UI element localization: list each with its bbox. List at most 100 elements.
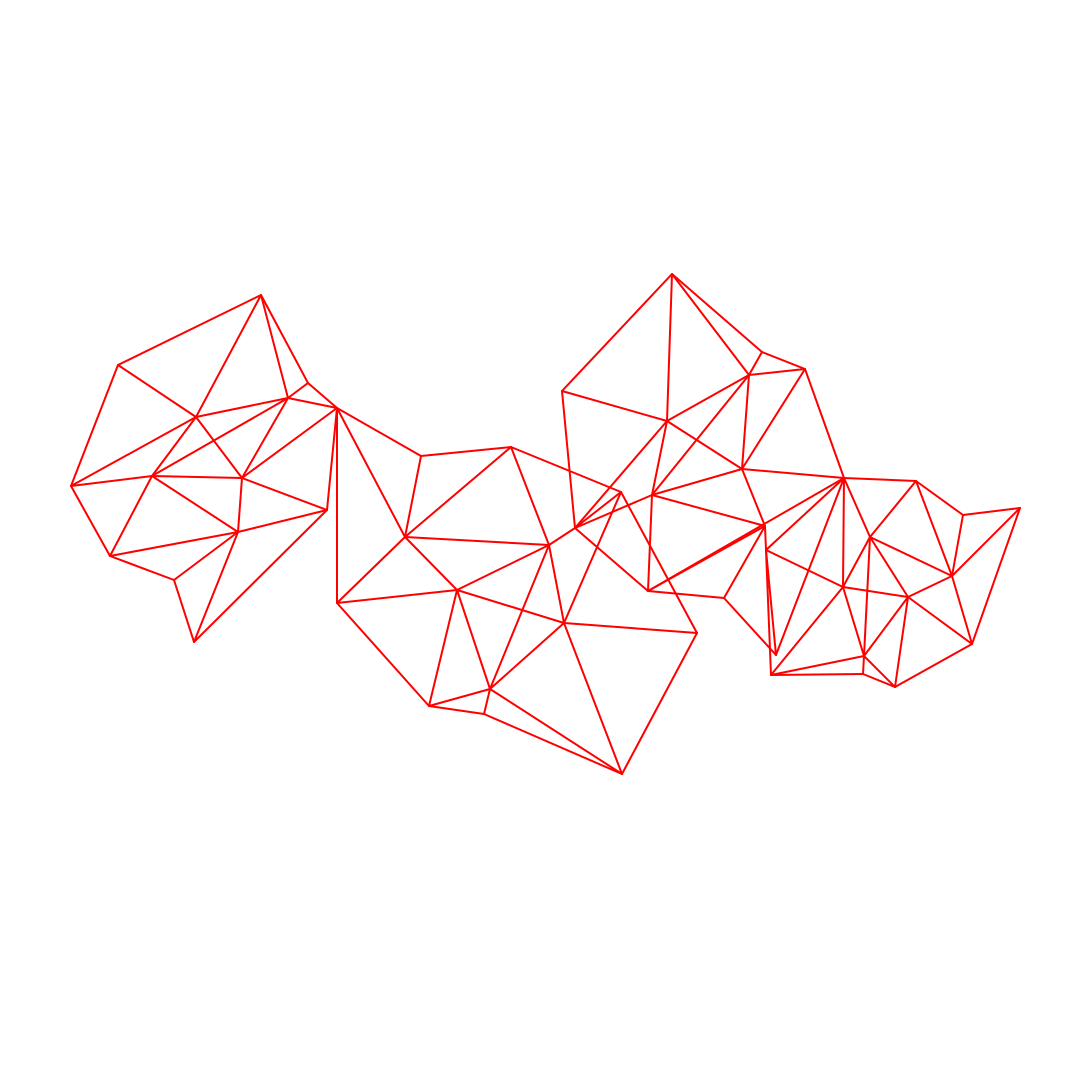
mesh-edge-e14-e13 xyxy=(894,643,973,688)
mesh-edge-d12-e4 xyxy=(843,477,871,538)
mesh-edge-d1-d2 xyxy=(561,273,673,392)
mesh-edge-b4-a7 xyxy=(241,477,328,511)
mesh-edge-c2-c4 xyxy=(510,446,550,546)
mesh-edge-c2-c14 xyxy=(510,446,622,493)
mesh-edge-d3-d4 xyxy=(761,351,806,370)
mesh-edge-c5-c6 xyxy=(336,589,458,604)
mesh-edge-d6-d7 xyxy=(666,420,743,470)
mesh-edge-a3-b1 xyxy=(70,416,197,487)
mesh-edge-c7-c11 xyxy=(563,622,623,775)
mesh-edge-e12-e13 xyxy=(862,673,896,688)
mesh-edge-b5-a7 xyxy=(237,509,328,533)
mesh-edge-c4-c7 xyxy=(548,544,565,624)
mesh-edge-a8-a9 xyxy=(307,382,338,409)
mesh-edge-c2-c3 xyxy=(404,446,512,538)
mesh-edge-e6-e7 xyxy=(765,549,844,588)
mesh-edge-e6-e10 xyxy=(765,549,772,676)
mesh-edge-b4-b5 xyxy=(237,477,243,533)
mesh-edge-d11-e9 xyxy=(723,597,777,656)
mesh-edge-d1-d6 xyxy=(561,390,668,422)
mesh-edge-d3-d5 xyxy=(748,351,763,376)
mesh-edge-a2-b1 xyxy=(117,364,197,418)
mesh-edge-c13-c14 xyxy=(574,491,622,529)
mesh-edge-c3-c5 xyxy=(336,536,406,604)
mesh-edges xyxy=(70,273,1021,775)
mesh-edge-d7-d12 xyxy=(741,468,845,479)
mesh-edge-c1-c3 xyxy=(404,455,422,538)
mesh-edge-e3-e5 xyxy=(951,507,1021,577)
mesh-edge-a9-b2 xyxy=(287,382,309,399)
mesh-edge-a8-c1 xyxy=(336,407,422,457)
mesh-edge-e4-e5 xyxy=(869,536,953,577)
mesh-edge-d4-d12 xyxy=(804,368,845,479)
mesh-edge-d11-d9 xyxy=(723,525,766,599)
mesh-edge-e1-e5 xyxy=(915,480,953,577)
mesh-edge-d8-d9 xyxy=(651,494,766,527)
mesh-edge-b5-a6 xyxy=(193,531,239,643)
mesh-edge-d12-e7 xyxy=(842,477,845,588)
mesh-edge-a6-a7 xyxy=(193,509,328,643)
mesh-edge-c3-c4 xyxy=(404,536,550,546)
mesh-edge-d9-e6 xyxy=(764,525,767,551)
mesh-edge-c6-c8 xyxy=(456,589,491,690)
mesh-edge-d12-e9 xyxy=(775,477,845,656)
mesh-edge-c7-c14 xyxy=(563,491,622,624)
mesh-edge-b1-b4 xyxy=(195,416,243,479)
mesh-edge-c9-c8 xyxy=(428,688,491,707)
mesh-edge-b3-b5 xyxy=(151,475,239,533)
mesh-edge-d5-d4 xyxy=(748,368,806,376)
mesh-edge-d5-d7 xyxy=(741,374,750,470)
mesh-edge-e10-e11 xyxy=(770,655,865,676)
mesh-edge-b1-b3 xyxy=(151,416,197,477)
mesh-edge-d12-e6 xyxy=(765,477,845,551)
mesh-edge-e2-e5 xyxy=(951,514,964,577)
mesh-edge-e4-e11 xyxy=(863,536,871,657)
mesh-edge-c12-c14 xyxy=(620,491,698,634)
mesh-edge-e7-e10 xyxy=(770,586,844,676)
mesh-edge-d2-d5 xyxy=(671,273,750,376)
mesh-edge-d8-d10 xyxy=(647,494,653,592)
mesh-edge-c7-c12 xyxy=(563,622,698,634)
mesh-edge-a8-b2 xyxy=(287,397,338,409)
mesh-edge-d6-d5 xyxy=(666,374,750,422)
mesh-edge-c11-c12 xyxy=(621,632,698,775)
mesh-edge-d6-d8 xyxy=(651,420,668,496)
mesh-edge-a1-b1 xyxy=(195,294,262,418)
mesh-edge-d7-d8 xyxy=(651,468,743,496)
mesh-edge-e3-e14 xyxy=(971,507,1021,645)
mesh-edge-e8-e14 xyxy=(907,596,973,645)
mesh-edge-d1-c13 xyxy=(561,390,576,529)
mesh-edge-d8-c13 xyxy=(574,494,653,529)
mesh-edge-c9-c10 xyxy=(428,705,485,715)
mesh-edge-a2-a3 xyxy=(70,364,119,487)
mesh-edge-c6-c7 xyxy=(456,589,565,624)
mesh-edge-c10-c8 xyxy=(483,688,491,715)
mesh-edge-d6-c13 xyxy=(574,420,668,529)
mesh-edge-a9-a1 xyxy=(260,294,309,384)
mesh-edge-d2-d3 xyxy=(671,273,763,353)
mesh-edge-b2-b4 xyxy=(241,397,289,479)
mesh-edge-a3-a4 xyxy=(70,485,111,557)
mesh-edge-e1-e4 xyxy=(869,480,917,538)
mesh-edge-e10-e12 xyxy=(770,673,864,676)
mesh-edge-c3-c6 xyxy=(404,536,458,591)
mesh-edge-c4-c8 xyxy=(489,544,550,690)
mesh-edge-a4-b5 xyxy=(109,531,239,557)
mesh-edge-c10-c11 xyxy=(483,713,623,775)
mesh-edge-a5-a6 xyxy=(173,579,195,643)
mesh-edge-e1-e2 xyxy=(915,480,964,516)
mesh-edge-a5-b5 xyxy=(173,531,239,581)
mesh-edge-e8-e11 xyxy=(863,596,909,657)
mesh-edge-b3-b2 xyxy=(151,397,289,477)
mesh-edge-c4-c13 xyxy=(548,527,576,546)
mesh-edge-e7-e11 xyxy=(842,586,865,657)
mesh-edge-a4-b3 xyxy=(109,475,153,557)
mesh-edge-e11-e13 xyxy=(863,655,896,688)
mesh-edge-d4-d7 xyxy=(741,368,806,470)
mesh-edge-e7-e8 xyxy=(842,586,909,598)
mesh-edge-a1-b2 xyxy=(260,294,289,399)
mesh-edge-d10-d11 xyxy=(647,590,725,599)
mesh-edge-c6-c4 xyxy=(456,544,550,591)
mesh-edge-e2-e3 xyxy=(962,507,1021,516)
mesh-edge-a7-a8 xyxy=(326,407,338,511)
